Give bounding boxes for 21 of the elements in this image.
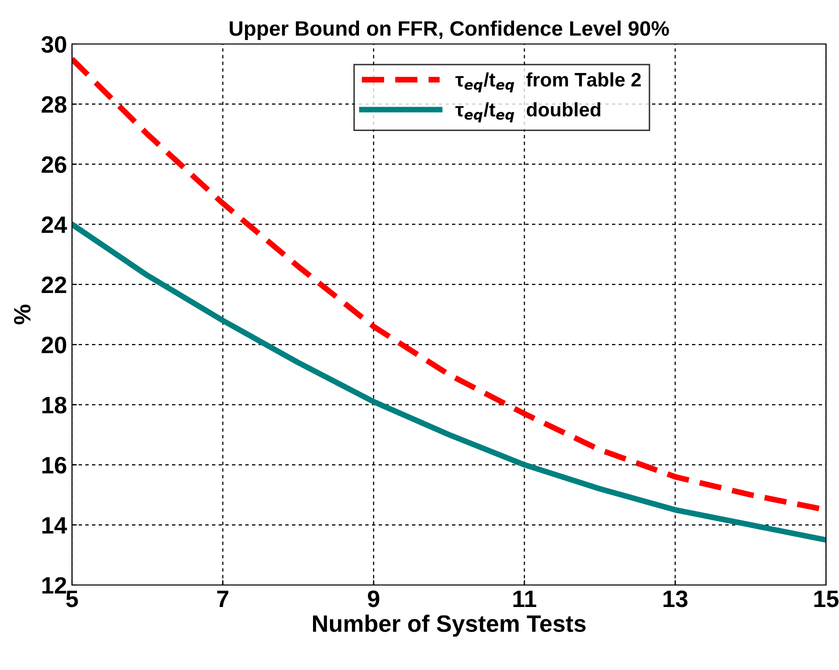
y-tick-label: 12 (42, 577, 66, 594)
y-tick-label: 24 (42, 216, 68, 233)
y-tick-label: 22 (42, 276, 66, 293)
x-tick-label: 9 (368, 590, 380, 608)
y-tick-label: 26 (42, 156, 66, 174)
x-tick-label: 11 (513, 590, 536, 607)
y-tick-label: 20 (42, 336, 66, 354)
y-tick-label: 28 (42, 96, 66, 113)
legend-label: τ$_{eq}$/t$_{eq}$ from Table 2 (455, 72, 641, 92)
y-tick-label: 14 (42, 517, 68, 534)
y-axis-title: % (14, 304, 31, 324)
x-tick-label: 13 (664, 590, 688, 608)
x-tick-label: 7 (217, 590, 228, 607)
legend-label: τ$_{eq}$/t$_{eq}$ doubled (455, 102, 600, 122)
x-tick-label: 5 (66, 590, 78, 608)
y-tick-label: 30 (41, 36, 66, 53)
chart-title: Upper Bound on FFR, Confidence Level 90% (230, 20, 669, 40)
x-axis-title: Number of System Tests (313, 614, 586, 637)
y-tick-label: 18 (42, 396, 66, 414)
x-tick-label: 15 (814, 590, 838, 608)
y-tick-label: 16 (42, 456, 66, 474)
